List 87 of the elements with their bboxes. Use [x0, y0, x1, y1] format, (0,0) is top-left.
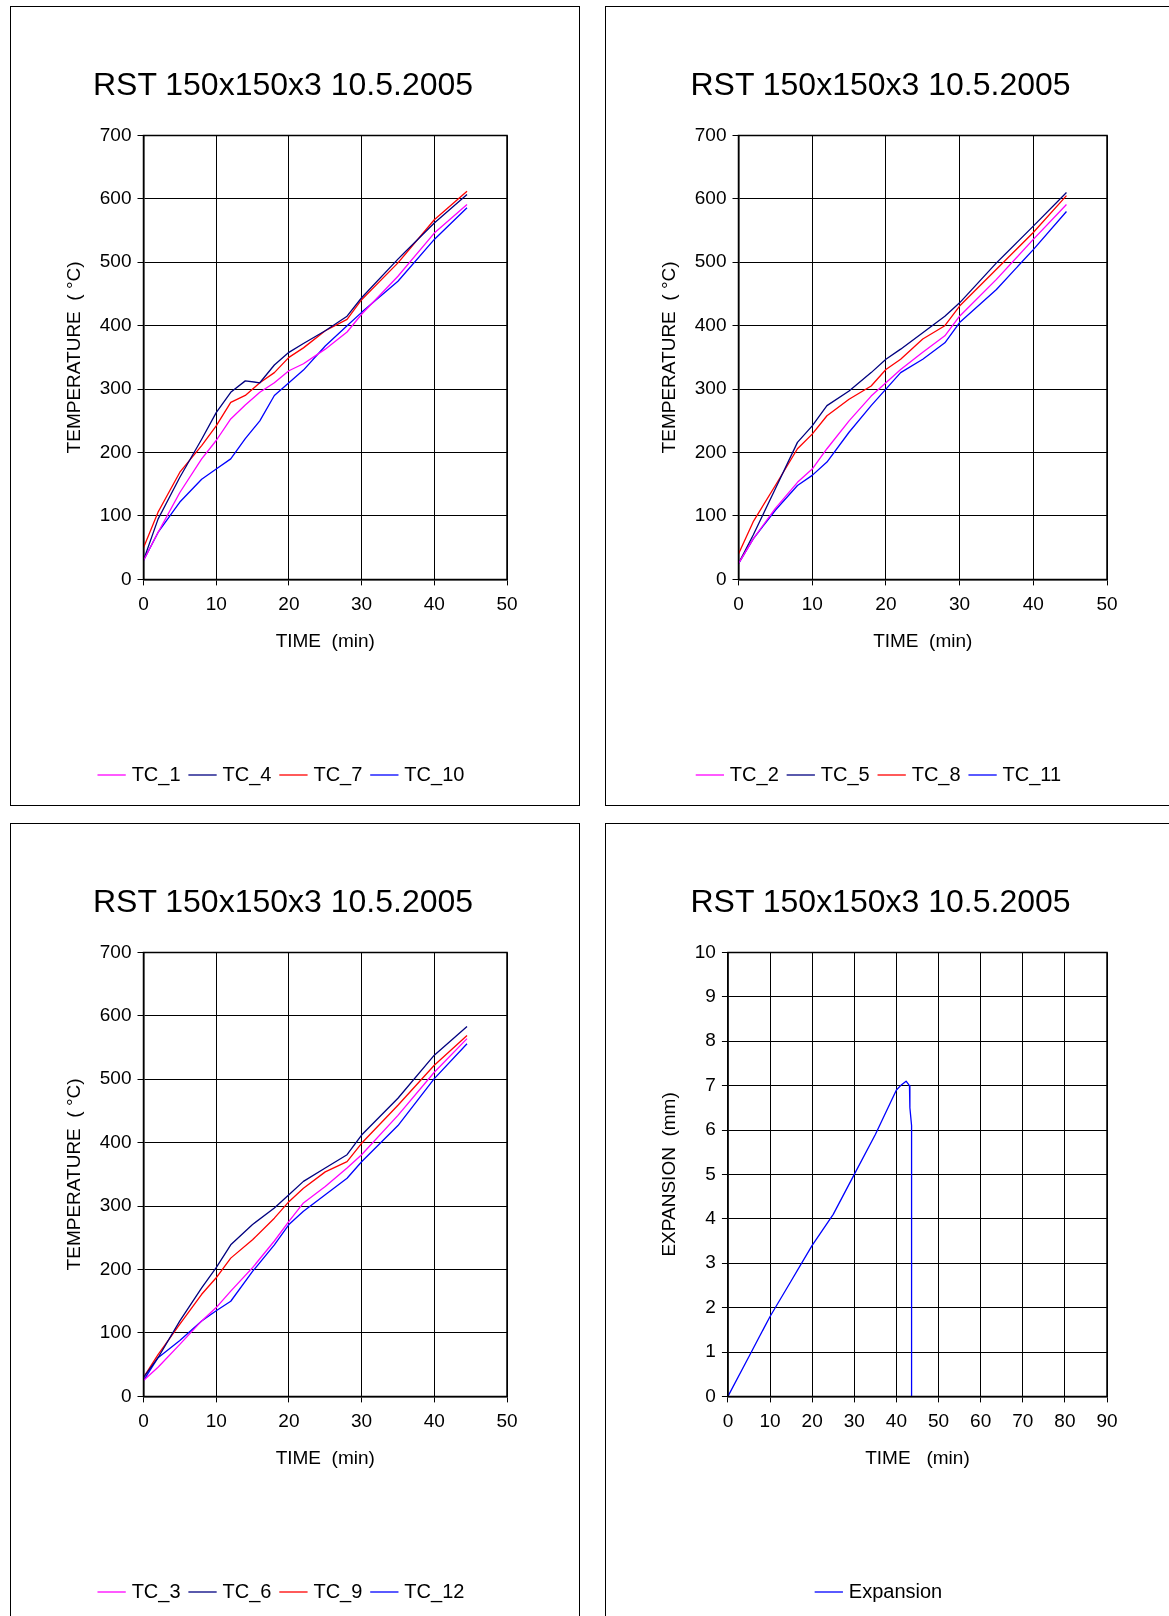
y-tick-label: 400	[99, 1130, 132, 1152]
x-axis-title: TIME (min)	[873, 629, 973, 651]
x-tick-label: 20	[875, 593, 897, 615]
y-tick-label: 700	[99, 123, 132, 145]
y-tick-label: 4	[705, 1207, 717, 1229]
y-axis-title: EXPANSION (mm)	[657, 1092, 679, 1257]
x-tick-label: 10	[205, 1410, 227, 1432]
y-tick-label: 100	[99, 504, 132, 526]
legend-label: Expansion	[848, 1579, 943, 1602]
y-tick-label: 200	[99, 1257, 132, 1279]
y-tick-label: 0	[705, 1384, 716, 1406]
legend-label: TC_2	[729, 762, 779, 786]
y-tick-label: 200	[694, 440, 727, 462]
y-tick-label: 300	[694, 377, 727, 399]
x-tick-label: 70	[1012, 1410, 1034, 1432]
y-axis-title: TEMPERATURE ( °C)	[62, 1078, 84, 1271]
x-tick-label: 20	[278, 1410, 300, 1432]
legend-label: TC_3	[131, 1579, 181, 1603]
y-tick-label: 500	[99, 250, 132, 272]
x-tick-label: 30	[351, 1410, 373, 1432]
y-tick-label: 300	[99, 1194, 132, 1216]
y-tick-label: 6	[705, 1118, 716, 1140]
x-tick-label: 40	[885, 1410, 907, 1432]
y-tick-label: 500	[694, 250, 727, 272]
y-tick-label: 700	[99, 940, 132, 962]
y-tick-label: 7	[705, 1073, 716, 1095]
x-tick-label: 0	[138, 1410, 149, 1432]
y-tick-label: 600	[99, 187, 132, 209]
x-tick-label: 0	[138, 593, 149, 615]
legend-label: TC_8	[911, 762, 961, 786]
x-tick-label: 50	[1096, 593, 1118, 615]
y-tick-label: 0	[715, 567, 727, 589]
x-tick-label: 50	[496, 593, 518, 615]
x-tick-label: 10	[205, 593, 227, 615]
y-tick-label: 700	[694, 123, 727, 145]
x-tick-label: 10	[759, 1410, 781, 1432]
x-tick-label: 80	[1054, 1410, 1076, 1432]
y-tick-label: 100	[694, 504, 727, 526]
y-axis-title: TEMPERATURE ( °C)	[657, 261, 679, 454]
y-tick-label: 0	[120, 1384, 132, 1406]
y-tick-label: 400	[694, 313, 727, 335]
y-tick-label: 2	[705, 1295, 716, 1317]
legend-label: TC_5	[820, 762, 870, 786]
y-tick-label: 200	[99, 440, 132, 462]
legend-label: TC_11	[1002, 762, 1062, 786]
y-tick-label: 1	[705, 1340, 716, 1362]
x-tick-label: 10	[801, 593, 823, 615]
chart-title: RST 150x150x3 10.5.2005	[92, 883, 474, 920]
legend-label: TC_12	[404, 1579, 465, 1603]
y-tick-label: 600	[99, 1004, 132, 1026]
chart-title: RST 150x150x3 10.5.2005	[690, 66, 1071, 103]
x-tick-label: 30	[351, 593, 373, 615]
x-tick-label: 90	[1096, 1410, 1118, 1432]
x-tick-label: 30	[843, 1410, 865, 1432]
x-tick-label: 40	[1022, 593, 1044, 615]
x-tick-label: 30	[949, 593, 971, 615]
y-tick-label: 300	[99, 377, 132, 399]
chart-title: RST 150x150x3 10.5.2005	[92, 66, 474, 103]
x-tick-label: 50	[927, 1410, 950, 1432]
x-tick-label: 50	[496, 1410, 518, 1432]
y-tick-label: 3	[705, 1251, 716, 1273]
y-axis-title: TEMPERATURE ( °C)	[62, 261, 84, 454]
x-tick-label: 20	[278, 593, 300, 615]
y-tick-label: 500	[99, 1067, 132, 1089]
x-tick-label: 0	[733, 593, 744, 615]
y-tick-label: 100	[99, 1321, 132, 1343]
x-tick-label: 20	[801, 1410, 823, 1432]
x-axis-title: TIME (min)	[865, 1446, 970, 1468]
x-tick-label: 40	[423, 593, 445, 615]
legend-label: TC_10	[404, 762, 465, 786]
y-tick-label: 9	[705, 985, 716, 1007]
legend-label: TC_4	[222, 762, 272, 786]
legend-label: TC_9	[313, 1579, 363, 1603]
y-tick-label: 8	[705, 1029, 716, 1051]
y-tick-label: 400	[99, 313, 132, 335]
legend-label: TC_6	[222, 1579, 272, 1603]
y-tick-label: 600	[694, 187, 727, 209]
y-tick-label: 0	[120, 567, 132, 589]
x-tick-label: 40	[423, 1410, 445, 1432]
legend-label: TC_7	[313, 762, 363, 786]
x-axis-title: TIME (min)	[275, 629, 375, 651]
legend-label: TC_1	[131, 762, 181, 786]
y-tick-label: 10	[694, 940, 716, 962]
y-tick-label: 5	[705, 1162, 716, 1184]
x-tick-label: 60	[970, 1410, 992, 1432]
x-axis-title: TIME (min)	[275, 1446, 375, 1468]
chart-title: RST 150x150x3 10.5.2005	[690, 883, 1071, 920]
